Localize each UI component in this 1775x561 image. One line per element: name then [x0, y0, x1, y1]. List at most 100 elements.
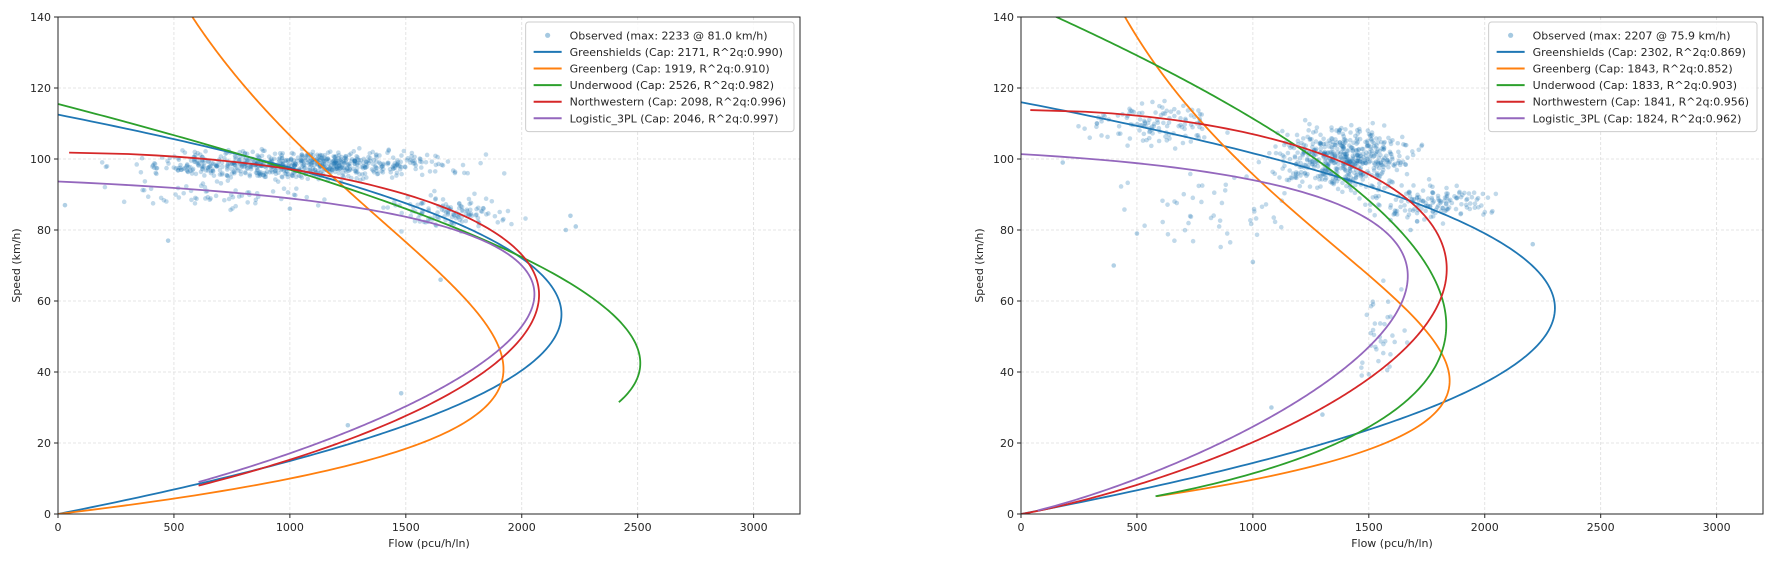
observed-point: [1208, 215, 1214, 221]
observed-point: [1391, 162, 1396, 168]
observed-point: [1211, 213, 1216, 218]
observed-point: [467, 207, 473, 213]
observed-point: [1365, 143, 1371, 149]
observed-point: [298, 157, 304, 162]
observed-point: [1373, 150, 1379, 155]
observed-point: [1350, 148, 1355, 154]
observed-point: [1358, 173, 1364, 179]
observed-point: [292, 163, 297, 169]
y-tick-label: 120: [993, 82, 1014, 95]
observed-point: [1408, 227, 1413, 233]
observed-point: [1411, 183, 1416, 188]
observed-point: [1360, 151, 1366, 156]
observed-point: [247, 173, 253, 179]
observed-point: [228, 192, 234, 198]
observed-point: [388, 169, 394, 175]
observed-point: [184, 164, 189, 169]
observed-point: [1348, 159, 1353, 164]
observed-point: [322, 197, 327, 202]
y-tick-label: 40: [1000, 366, 1014, 379]
observed-point: [300, 158, 306, 164]
observed-point: [373, 165, 379, 170]
observed-point: [1312, 152, 1317, 157]
observed-point: [181, 190, 186, 196]
observed-point: [173, 166, 179, 171]
observed-point: [1444, 206, 1450, 212]
observed-point: [1330, 146, 1335, 151]
y-tick-label: 0: [44, 508, 51, 521]
observed-point: [347, 161, 352, 166]
observed-point: [1464, 196, 1470, 202]
observed-point: [238, 171, 244, 177]
observed-point: [1390, 333, 1395, 338]
x-axis-label: Flow (pcu/h/ln): [388, 537, 470, 550]
observed-point: [1323, 161, 1329, 166]
observed-point: [1160, 198, 1165, 204]
observed-point: [319, 152, 325, 158]
observed-point: [1367, 133, 1373, 139]
observed-point: [381, 162, 386, 168]
observed-point: [291, 158, 297, 163]
observed-point: [1379, 146, 1385, 151]
observed-point: [1116, 123, 1122, 129]
observed-point: [394, 173, 399, 178]
observed-point: [354, 162, 360, 167]
observed-point: [1343, 127, 1348, 132]
observed-point: [1388, 352, 1393, 357]
observed-point: [381, 166, 386, 172]
observed-point: [272, 151, 278, 157]
observed-point: [1250, 259, 1256, 265]
observed-point: [1298, 169, 1304, 175]
observed-point: [312, 167, 318, 173]
observed-point: [1382, 155, 1387, 161]
observed-point: [150, 201, 156, 206]
observed-point: [275, 179, 281, 184]
observed-point: [1252, 209, 1257, 214]
observed-point: [379, 164, 385, 169]
observed-point: [1151, 121, 1157, 127]
observed-point: [311, 163, 317, 168]
observed-point: [1347, 137, 1353, 143]
observed-point: [1428, 214, 1434, 220]
observed-point: [337, 158, 343, 164]
observed-point: [1160, 219, 1166, 225]
x-tick-label: 500: [163, 521, 184, 534]
observed-point: [1390, 180, 1395, 185]
observed-point: [213, 193, 219, 199]
observed-point: [1444, 193, 1450, 199]
observed-point: [285, 190, 291, 195]
observed-point: [1342, 168, 1348, 173]
observed-point: [332, 162, 338, 168]
observed-point: [374, 165, 379, 171]
observed-point: [326, 158, 332, 163]
observed-point: [399, 153, 404, 158]
observed-point: [1174, 200, 1180, 206]
observed-point: [1348, 175, 1354, 180]
observed-point: [1372, 143, 1377, 149]
observed-point: [1355, 158, 1360, 164]
observed-point: [377, 153, 382, 158]
observed-point: [1302, 171, 1307, 176]
observed-point: [475, 215, 481, 221]
observed-point: [1354, 138, 1359, 143]
observed-point: [1403, 142, 1409, 148]
legend: Observed (max: 2207 @ 75.9 km/h) Greenshi…: [1488, 21, 1758, 133]
observed-point: [333, 157, 339, 162]
observed-point: [195, 158, 201, 164]
observed-point: [330, 158, 336, 164]
observed-point: [267, 169, 273, 175]
observed-point: [1335, 186, 1341, 192]
observed-point: [1331, 142, 1336, 148]
observed-point: [1423, 200, 1428, 206]
observed-point: [289, 173, 295, 179]
observed-point: [1322, 177, 1328, 182]
observed-point: [153, 170, 158, 176]
observed-point: [497, 209, 503, 215]
observed-point: [329, 167, 335, 173]
observed-point: [1190, 195, 1196, 201]
observed-point: [245, 157, 251, 163]
observed-point: [175, 168, 181, 173]
observed-point: [1164, 138, 1170, 143]
observed-point: [1414, 210, 1420, 216]
observed-point: [1146, 129, 1152, 135]
